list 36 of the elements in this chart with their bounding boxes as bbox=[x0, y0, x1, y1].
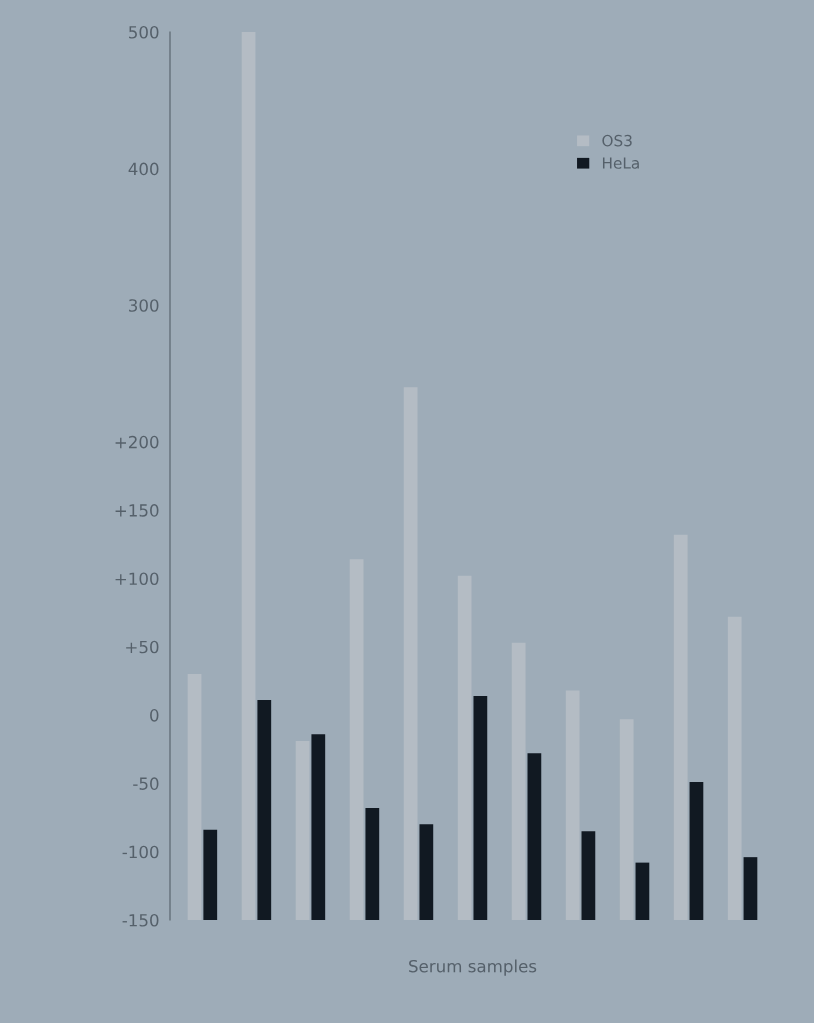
bar bbox=[511, 642, 526, 920]
y-tick-label: +50 bbox=[126, 640, 159, 654]
x-axis-title: Serum samples bbox=[409, 959, 537, 976]
bar bbox=[241, 32, 256, 920]
y-tick-label: +200 bbox=[115, 435, 159, 449]
bar bbox=[403, 387, 418, 920]
bar bbox=[349, 559, 364, 920]
y-tick-label: +150 bbox=[115, 504, 159, 517]
y-tick-label: +100 bbox=[115, 572, 159, 586]
bar bbox=[565, 690, 580, 920]
bar bbox=[311, 734, 326, 920]
y-tick-label: -100 bbox=[122, 845, 159, 859]
bar bbox=[473, 695, 488, 920]
bar bbox=[635, 862, 650, 920]
bar bbox=[689, 782, 704, 920]
bar bbox=[295, 741, 310, 920]
y-tick-label: 500 bbox=[129, 25, 159, 39]
bar bbox=[203, 829, 218, 920]
bar bbox=[673, 534, 688, 920]
bar bbox=[727, 616, 742, 920]
bar bbox=[527, 753, 542, 920]
y-tick-label: 300 bbox=[129, 299, 159, 312]
bar bbox=[419, 824, 434, 920]
legend-label: HeLa bbox=[602, 157, 639, 169]
bar bbox=[619, 719, 634, 920]
bar bbox=[581, 831, 596, 920]
legend-label: OS3 bbox=[602, 134, 632, 147]
bar bbox=[365, 807, 380, 920]
bar bbox=[187, 674, 202, 920]
y-tick-label: 0 bbox=[150, 709, 159, 722]
bar bbox=[457, 575, 472, 920]
bar bbox=[743, 857, 758, 920]
y-tick-label: -150 bbox=[122, 913, 159, 927]
y-tick-label: 400 bbox=[128, 162, 159, 176]
bar bbox=[257, 700, 272, 920]
y-tick-label: -50 bbox=[133, 777, 159, 790]
